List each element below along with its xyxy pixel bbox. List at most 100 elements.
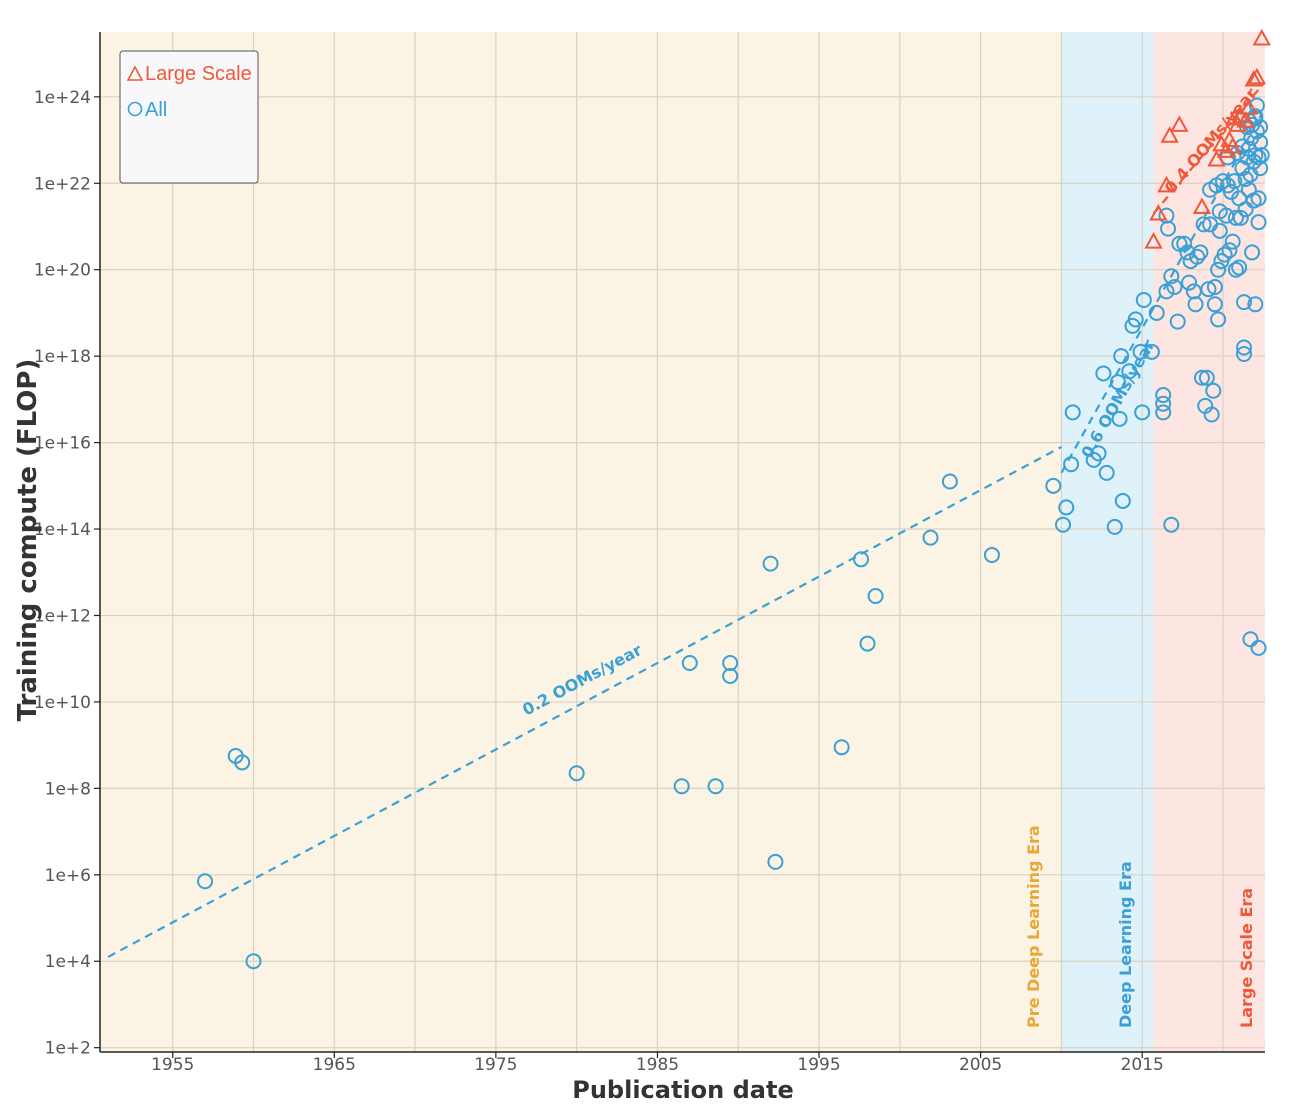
- all-point-47: [1163, 268, 1180, 285]
- y-tick-label-18: 1e+18: [34, 347, 91, 367]
- all-point-0: [197, 873, 214, 890]
- large-scale-point-12: [1228, 115, 1247, 132]
- all-point-43: [1155, 387, 1172, 404]
- all-point-11: [767, 853, 784, 870]
- all-point-124: [1250, 149, 1267, 166]
- all-point-20: [1055, 516, 1072, 533]
- all-point-41: [1155, 404, 1172, 421]
- all-point-97: [1237, 201, 1254, 218]
- all-point-6: [707, 778, 724, 795]
- all-point-74: [1211, 222, 1228, 239]
- all-point-31: [1113, 348, 1130, 365]
- all-point-58: [1189, 248, 1206, 265]
- y-tick-label-10: 1e+10: [34, 693, 91, 713]
- all-point-42: [1155, 395, 1172, 412]
- all-point-25: [1090, 445, 1107, 462]
- trend-line-1: [1060, 113, 1263, 474]
- all-point-49: [1166, 279, 1183, 295]
- all-point-35: [1127, 311, 1144, 328]
- all-point-15: [867, 588, 884, 605]
- x-tick-label-1965: 1965: [313, 1055, 356, 1075]
- all-point-67: [1203, 406, 1220, 423]
- y-tick-label-4: 1e+4: [45, 952, 91, 972]
- legend-box: [119, 50, 259, 184]
- all-point-38: [1135, 291, 1152, 308]
- y-tick-label-24: 1e+24: [34, 88, 91, 108]
- legend-circle-icon: [127, 101, 143, 117]
- all-point-59: [1192, 244, 1209, 261]
- all-point-48: [1163, 516, 1180, 533]
- all-point-2: [234, 754, 251, 771]
- y-tick-label-2: 1e+2: [45, 1039, 91, 1059]
- axes: 1955 1965 1975 1985 1995 2005 2015 1e+2 1e+4 1e+6…: [34, 32, 1265, 1075]
- all-point-54: [1181, 274, 1198, 291]
- y-tick-label-8: 1e+8: [45, 779, 91, 799]
- all-point-96: [1235, 294, 1252, 311]
- large-scale-point-3: [1160, 126, 1179, 143]
- all-point-103: [1244, 244, 1261, 261]
- all-point-86: [1227, 261, 1244, 278]
- all-point-113: [1250, 214, 1267, 231]
- all-point-63: [1198, 369, 1215, 386]
- all-point-28: [1106, 518, 1123, 535]
- all-point-122: [1237, 170, 1254, 187]
- all-point-78: [1216, 246, 1233, 263]
- all-point-69: [1206, 296, 1223, 313]
- all-point-73: [1210, 261, 1227, 278]
- all-point-110: [1248, 97, 1265, 114]
- all-point-46: [1160, 220, 1177, 237]
- grid-lines: [100, 32, 1265, 1052]
- era-label-2: Large Scale Era: [1237, 888, 1256, 1028]
- all-point-114: [1250, 190, 1267, 207]
- all-point-119: [1243, 129, 1260, 146]
- all-point-64: [1200, 281, 1217, 298]
- all-point-52: [1176, 235, 1193, 252]
- legend-all-label: All: [145, 99, 167, 121]
- all-point-17: [941, 473, 958, 490]
- all-point-39: [1143, 343, 1160, 360]
- all-point-60: [1193, 369, 1210, 386]
- large-scale-point-8: [1217, 141, 1236, 158]
- all-point-5: [673, 778, 690, 795]
- y-tick-label-22: 1e+22: [34, 174, 91, 194]
- all-point-87: [1227, 209, 1244, 226]
- large-scale-point-18: [1252, 28, 1271, 46]
- trend-line-0: [107, 445, 1062, 958]
- legend-triangle-icon: [126, 65, 144, 81]
- all-point-61: [1195, 216, 1212, 233]
- all-point-40: [1148, 304, 1165, 321]
- all-point-13: [853, 551, 870, 568]
- large-scale-point-16: [1244, 69, 1263, 87]
- y-axis-title: Training compute (FLOP): [13, 359, 43, 722]
- large-scale-point-10: [1223, 136, 1242, 154]
- era-label-1: Deep Learning Era: [1116, 861, 1135, 1028]
- y-tick-label-12: 1e+12: [34, 606, 91, 626]
- all-point-82: [1221, 242, 1238, 259]
- all-point-91: [1232, 209, 1249, 226]
- all-point-33: [1121, 363, 1138, 380]
- large-scale-point-2: [1157, 175, 1176, 193]
- all-point-95: [1235, 339, 1252, 356]
- all-point-84: [1224, 233, 1241, 250]
- era-band-1: [1061, 32, 1154, 1052]
- y-tick-label-16: 1e+16: [34, 434, 91, 454]
- large-scale-point-4: [1170, 115, 1189, 132]
- all-point-57: [1187, 296, 1204, 313]
- x-tick-label-1955: 1955: [151, 1055, 194, 1075]
- all-point-12: [833, 739, 850, 756]
- large-scale-point-15: [1239, 98, 1259, 115]
- era-band-0: [100, 32, 1062, 1052]
- large-scale-point-5: [1192, 197, 1212, 215]
- all-point-72: [1210, 311, 1227, 328]
- legend: Large Scale All: [119, 50, 259, 184]
- all-point-51: [1171, 235, 1188, 252]
- x-tick-label-1995: 1995: [797, 1055, 840, 1075]
- large-scale-point-0: [1144, 232, 1163, 249]
- all-point-50: [1169, 313, 1186, 330]
- all-point-102: [1242, 631, 1259, 648]
- large-scale-point-14: [1236, 111, 1255, 128]
- data-points: [197, 28, 1271, 970]
- all-point-26: [1095, 365, 1112, 382]
- all-point-32: [1114, 492, 1131, 509]
- y-tick-label-20: 1e+20: [34, 261, 91, 281]
